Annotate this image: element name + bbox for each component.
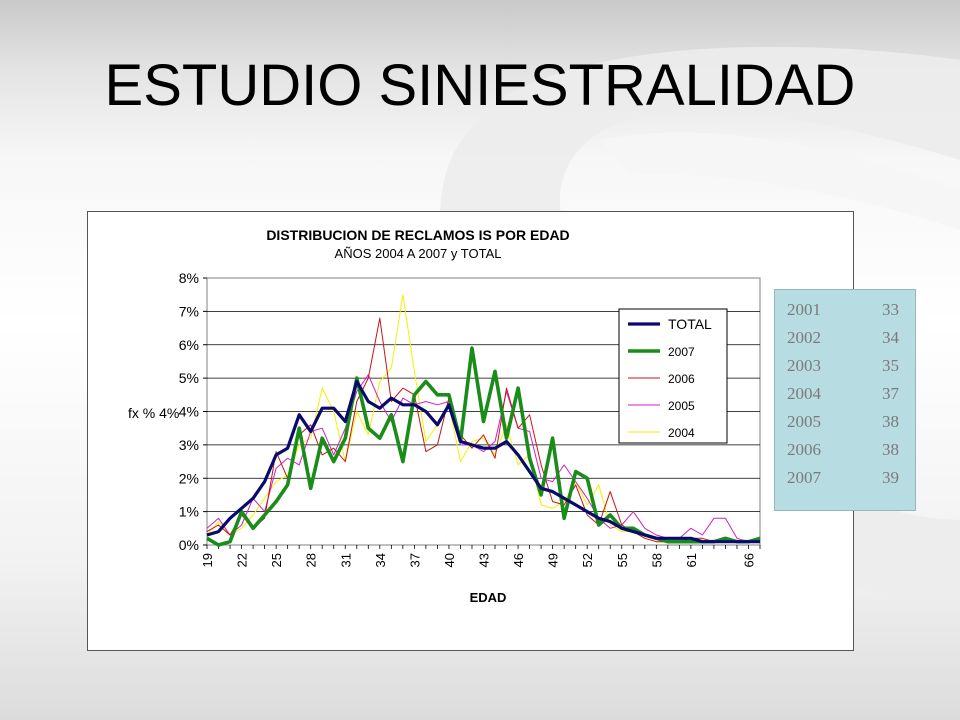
series-line-2007	[206, 346, 761, 547]
year-table-row: 2004 37	[775, 384, 915, 410]
year-cell: 2006	[787, 440, 821, 459]
legend-label-2007: 2007	[668, 345, 695, 359]
year-table-row: 2006 38	[775, 440, 915, 466]
x-tick-label: 37	[407, 553, 422, 567]
age-cell: 38	[882, 412, 899, 431]
x-tick-label: 40	[442, 553, 457, 567]
x-tick-label: 43	[477, 553, 492, 567]
x-tick-label: 46	[511, 553, 526, 567]
chart-legend: TOTAL 2007 2006 2005 2004	[618, 308, 728, 444]
y-tick-label: 6%	[179, 337, 199, 353]
year-cell: 2007	[787, 468, 821, 487]
year-table-row: 2001 33	[775, 300, 915, 326]
slide-title: ESTUDIO SINIESTRALIDAD	[104, 53, 856, 118]
y-tick-label: 8%	[179, 270, 199, 286]
x-tick-label: 49	[546, 553, 561, 567]
x-tick-label: 19	[200, 553, 215, 567]
x-tick-label: 66	[741, 553, 756, 567]
age-cell: 33	[882, 300, 899, 319]
legend-label-2004: 2004	[668, 426, 695, 440]
x-axis-label: EDAD	[470, 590, 507, 605]
y-axis-label: fx % 4%	[128, 405, 179, 421]
x-tick-label: 25	[269, 553, 284, 567]
legend-label-2005: 2005	[668, 399, 695, 413]
x-tick-label: 34	[373, 553, 388, 567]
y-tick-label: 1%	[179, 504, 199, 520]
year-cell: 2002	[787, 328, 821, 347]
year-table-row: 2003 35	[775, 356, 915, 382]
y-tick-label: 0%	[179, 537, 199, 553]
series-line-total	[206, 379, 760, 544]
x-tick-label: 58	[649, 553, 664, 567]
x-tick-label: 31	[338, 553, 353, 567]
age-cell: 38	[882, 440, 899, 459]
x-tick-label: 61	[684, 553, 699, 567]
age-cell: 34	[882, 328, 899, 347]
y-tick-label: 7%	[179, 303, 199, 319]
legend-label-2006: 2006	[668, 372, 695, 386]
year-cell: 2004	[787, 384, 821, 403]
legend-label-total: TOTAL	[668, 316, 712, 332]
year-table-row: 2005 38	[775, 412, 915, 438]
x-tick-label: 22	[235, 553, 250, 567]
year-cell: 2005	[787, 412, 821, 431]
chart-title: DISTRIBUCION DE RECLAMOS IS POR EDAD	[266, 227, 569, 243]
legend-box	[618, 308, 728, 444]
age-cell: 35	[882, 356, 899, 375]
x-tick-label: 55	[615, 553, 630, 567]
year-cell: 2001	[787, 300, 821, 319]
y-tick-label: 4%	[179, 404, 199, 420]
x-tick-label: 28	[304, 553, 319, 567]
year-age-table: 2001 33 2002 34 2003 35 2004 37 2005 38 2006 38 2007…	[774, 289, 916, 511]
age-cell: 37	[882, 384, 899, 403]
year-cell: 2003	[787, 356, 821, 375]
y-tick-label: 3%	[179, 437, 199, 453]
y-tick-label: 2%	[179, 470, 199, 486]
y-tick-label: 5%	[179, 370, 199, 386]
series-lines	[206, 294, 761, 547]
year-table-row: 2007 39	[775, 468, 915, 494]
chart-subtitle: AÑOS 2004 A 2007 y TOTAL	[335, 246, 502, 261]
year-table-row: 2002 34	[775, 328, 915, 354]
line-chart: DISTRIBUCION DE RECLAMOS IS POR EDAD AÑO…	[128, 227, 761, 605]
chart-container: DISTRIBUCION DE RECLAMOS IS POR EDAD AÑO…	[87, 211, 854, 651]
y-axis-ticks: 0% 1% 2% 3% 4% 5% 6% 7% 8%	[179, 270, 207, 553]
age-cell: 39	[882, 468, 899, 487]
x-axis-ticks: 19 22 25 28 31 34 37 40 43 46 49 52 55 58 61 66	[200, 545, 761, 567]
x-tick-label: 52	[580, 553, 595, 567]
